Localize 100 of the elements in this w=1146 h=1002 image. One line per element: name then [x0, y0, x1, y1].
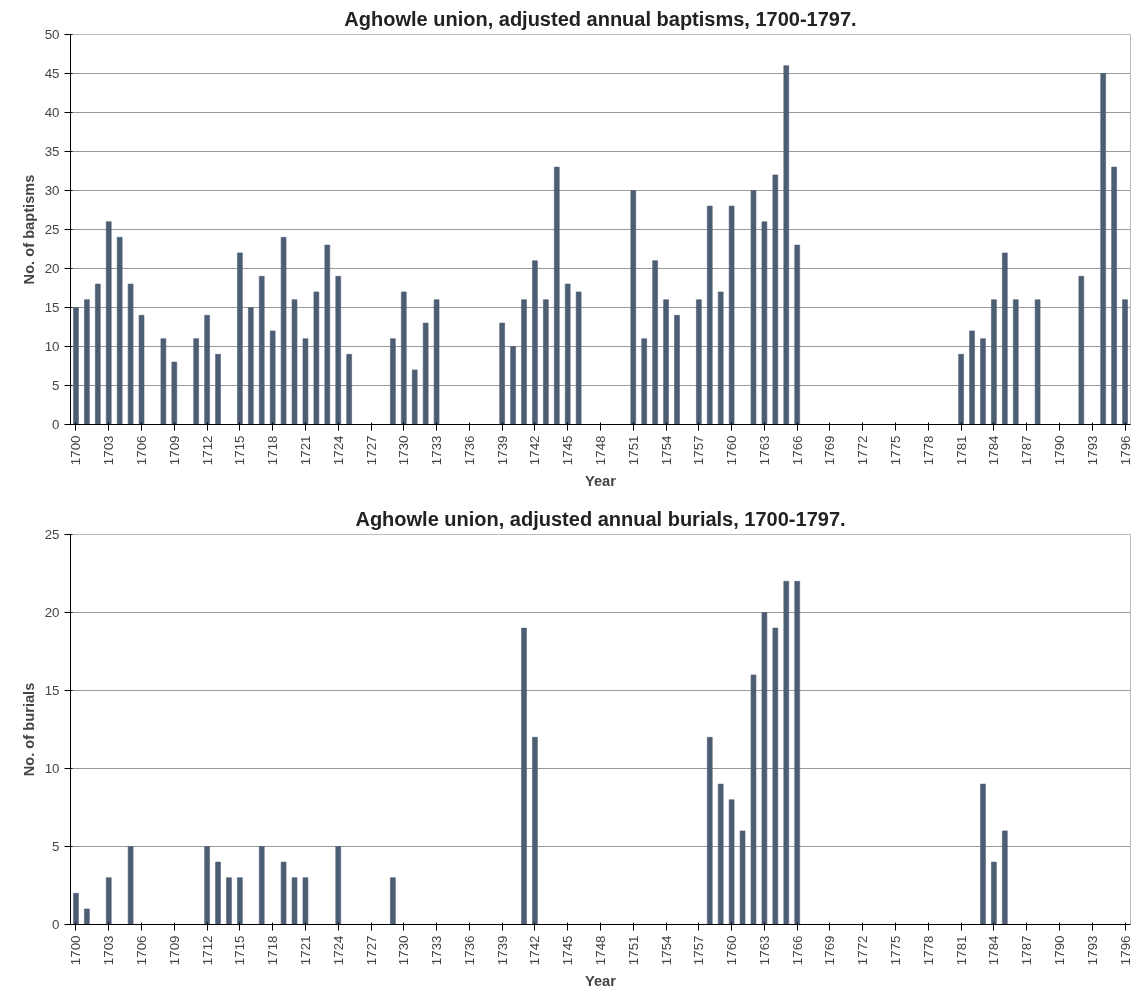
bar [521, 627, 527, 925]
bar [1034, 299, 1041, 425]
bar [980, 338, 986, 425]
bar [335, 846, 341, 925]
x-tick-label: 1742 [527, 435, 543, 466]
y-tick-label: 0 [52, 917, 60, 932]
x-tick-label: 1700 [68, 935, 84, 966]
bar [750, 674, 757, 925]
x-tick-label: 1748 [593, 935, 608, 966]
bar [499, 322, 505, 425]
y-tick-label: 35 [44, 144, 60, 159]
x-tick-label: 1757 [691, 435, 707, 466]
bar [1002, 252, 1008, 425]
x-tick-label: 1796 [1117, 435, 1133, 466]
bar [564, 283, 571, 425]
x-tick-label: 1751 [625, 435, 641, 466]
x-tick-label: 1733 [429, 435, 445, 466]
x-tick-label: 1772 [855, 435, 871, 466]
x-tick-label: 1778 [920, 935, 936, 966]
x-tick-label: 1706 [134, 935, 150, 966]
x-tick-label: 1763 [756, 435, 772, 466]
y-tick-label: 10 [44, 339, 60, 354]
x-tick-label: 1754 [658, 934, 674, 966]
bar [280, 861, 287, 925]
x-tick-label: 1703 [101, 435, 117, 466]
x-tick-label: 1787 [1019, 935, 1035, 966]
y-tick-label: 50 [44, 27, 60, 42]
y-tick-label: 20 [44, 605, 60, 620]
bar [258, 846, 265, 925]
bar [761, 221, 768, 425]
x-tick-label: 1793 [1084, 935, 1100, 966]
bar [641, 338, 647, 425]
bar [717, 783, 724, 925]
bar [510, 346, 516, 425]
bar [422, 322, 429, 425]
y-tick-label: 25 [44, 222, 60, 237]
x-tick-label: 1745 [560, 435, 576, 466]
bar [794, 581, 800, 925]
bar [1013, 299, 1019, 425]
bar [630, 190, 637, 425]
x-tick-label: 1721 [297, 435, 313, 466]
y-tick-label: 5 [52, 378, 60, 393]
bar [674, 315, 680, 425]
x-tick-label: 1715 [232, 435, 248, 466]
y-tick-label: 0 [52, 417, 60, 432]
x-tick-label: 1748 [593, 435, 608, 466]
x-tick-label: 1712 [199, 435, 215, 466]
bar [84, 908, 90, 925]
x-tick-label: 1763 [756, 935, 772, 966]
chart-title: Aghowle union, adjusted annual burials, 1700-1797. [355, 507, 846, 530]
x-tick-label: 1760 [724, 935, 740, 966]
bar [269, 330, 276, 425]
bar [969, 330, 975, 425]
bar [707, 737, 713, 925]
x-tick-label: 1796 [1117, 935, 1133, 966]
x-tick-label: 1766 [789, 935, 805, 966]
bar [521, 299, 527, 425]
bar [1078, 276, 1085, 425]
x-tick-label: 1724 [330, 934, 346, 966]
y-tick-label: 45 [44, 66, 60, 81]
x-tick-label: 1739 [494, 435, 510, 466]
bar [127, 283, 134, 425]
x-tick-label: 1766 [789, 435, 805, 466]
x-tick-label: 1769 [822, 935, 838, 966]
x-tick-label: 1760 [724, 435, 740, 466]
x-tick-label: 1757 [691, 935, 707, 966]
x-tick-label: 1736 [461, 435, 477, 466]
bar [980, 783, 986, 925]
bar [73, 893, 79, 925]
bar [226, 877, 232, 925]
bar [739, 830, 746, 925]
x-axis-title: Year [585, 973, 617, 990]
bar [411, 369, 418, 425]
x-axis-title: Year [585, 473, 617, 490]
y-tick-label: 15 [44, 683, 60, 698]
bar [105, 221, 112, 425]
bar [717, 291, 724, 425]
bar [215, 354, 221, 425]
bar [291, 299, 298, 425]
x-tick-label: 1727 [363, 435, 379, 466]
x-tick-label: 1784 [986, 434, 1002, 466]
bar [127, 846, 134, 925]
bar [663, 299, 669, 425]
bar [783, 581, 790, 925]
x-tick-label: 1709 [166, 935, 182, 966]
bar [783, 65, 790, 425]
bar [991, 299, 997, 425]
bar [554, 166, 560, 425]
bar [652, 260, 658, 425]
bar [750, 190, 757, 425]
bar [204, 315, 210, 425]
y-axis-title: No. of burials [20, 682, 37, 777]
bar [193, 338, 199, 425]
x-tick-label: 1790 [1051, 435, 1067, 466]
bar [171, 361, 178, 425]
y-tick-label: 20 [44, 261, 60, 276]
bar [138, 315, 145, 425]
bar [761, 612, 768, 925]
y-tick-label: 30 [44, 183, 60, 198]
x-tick-label: 1724 [330, 434, 346, 466]
